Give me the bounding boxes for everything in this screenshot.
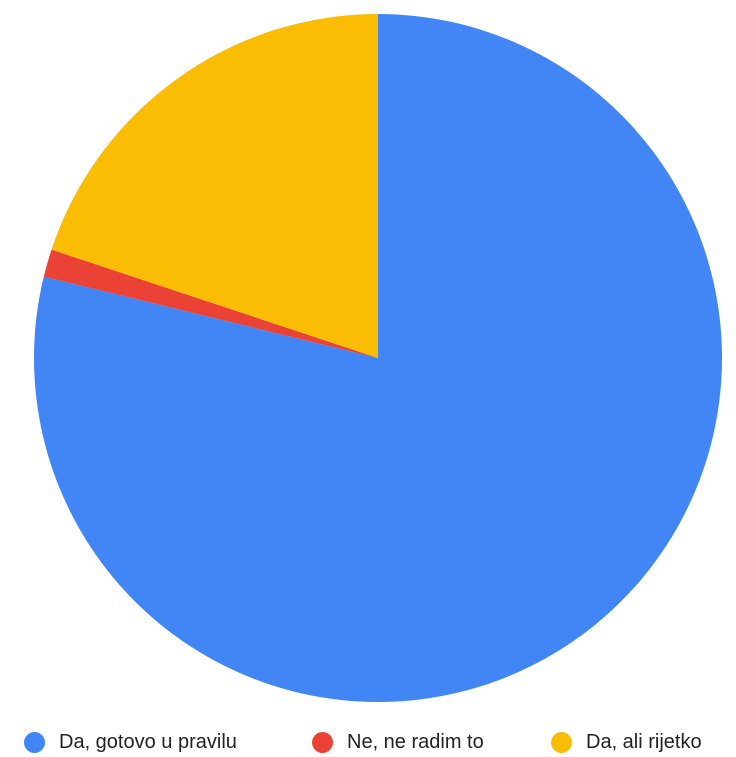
legend-label-da-ali-rijetko: Da, ali rijetko [586, 730, 702, 753]
legend-swatch-ne-ne-radim-to [312, 731, 333, 753]
legend-item-da-ali-rijetko: Da, ali rijetko [551, 728, 702, 756]
legend-swatch-da-ali-rijetko [551, 731, 572, 753]
chart-legend: Da, gotovo u pravilu Ne, ne radim to Da,… [0, 728, 736, 756]
legend-item-da-gotovo-u-pravilu: Da, gotovo u pravilu [24, 728, 237, 756]
legend-label-da-gotovo-u-pravilu: Da, gotovo u pravilu [59, 730, 237, 753]
legend-swatch-da-gotovo-u-pravilu [24, 731, 45, 753]
legend-item-ne-ne-radim-to: Ne, ne radim to [312, 728, 484, 756]
legend-label-ne-ne-radim-to: Ne, ne radim to [347, 730, 484, 753]
pie-slice-ne-ne-radim-to [43, 249, 379, 358]
pie-slice-da-gotovo-u-pravilu [33, 14, 722, 702]
pie-plot-area [33, 14, 722, 702]
pie-slice-da-ali-rijetko [51, 14, 378, 358]
